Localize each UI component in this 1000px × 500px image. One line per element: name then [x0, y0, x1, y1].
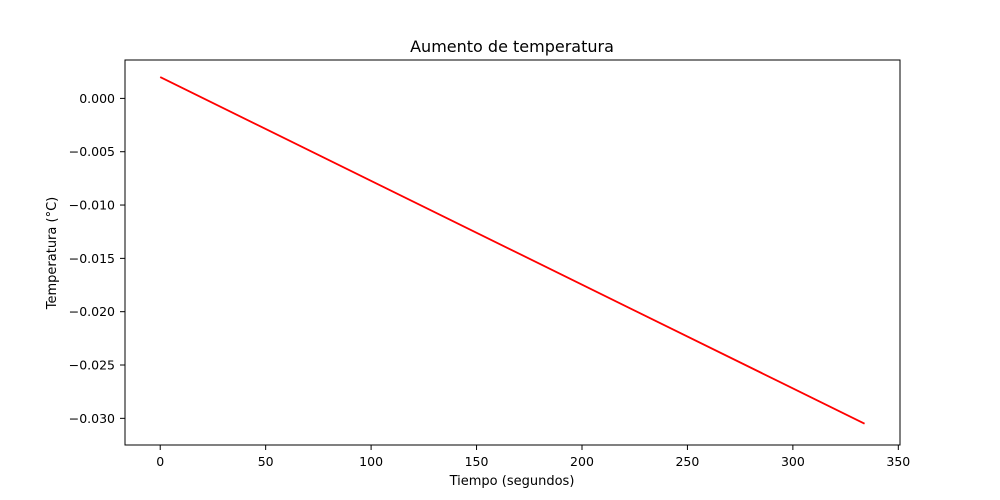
x-tick-label: 250 [675, 454, 699, 469]
y-tick-label: 0.000 [79, 91, 115, 106]
x-tick-label: 100 [359, 454, 383, 469]
y-tick-label: −0.025 [69, 358, 115, 373]
x-tick-label: 150 [465, 454, 489, 469]
y-tick-label: −0.015 [69, 251, 115, 266]
x-tick-label: 200 [570, 454, 594, 469]
x-tick-label: 50 [258, 454, 274, 469]
y-tick-label: −0.020 [69, 304, 115, 319]
y-tick-label: −0.010 [69, 198, 115, 213]
y-tick-label: −0.030 [69, 411, 115, 426]
y-axis-label: Temperatura (°C) [45, 197, 60, 310]
x-axis: 0 50 100 150 200 250 300 350 [156, 445, 910, 469]
chart-title: Aumento de temperatura [410, 37, 614, 56]
x-tick-label: 300 [781, 454, 805, 469]
plot-area [159, 76, 865, 425]
x-tick-label: 0 [156, 454, 164, 469]
y-axis: 0.000 −0.005 −0.010 −0.015 −0.020 −0.025 −0.03… [69, 91, 125, 426]
y-tick-label: −0.005 [69, 144, 115, 159]
x-axis-label: Tiempo (segundos) [449, 474, 575, 489]
x-tick-label: 350 [886, 454, 910, 469]
series-line [159, 76, 865, 425]
plot-frame [124, 59, 901, 446]
